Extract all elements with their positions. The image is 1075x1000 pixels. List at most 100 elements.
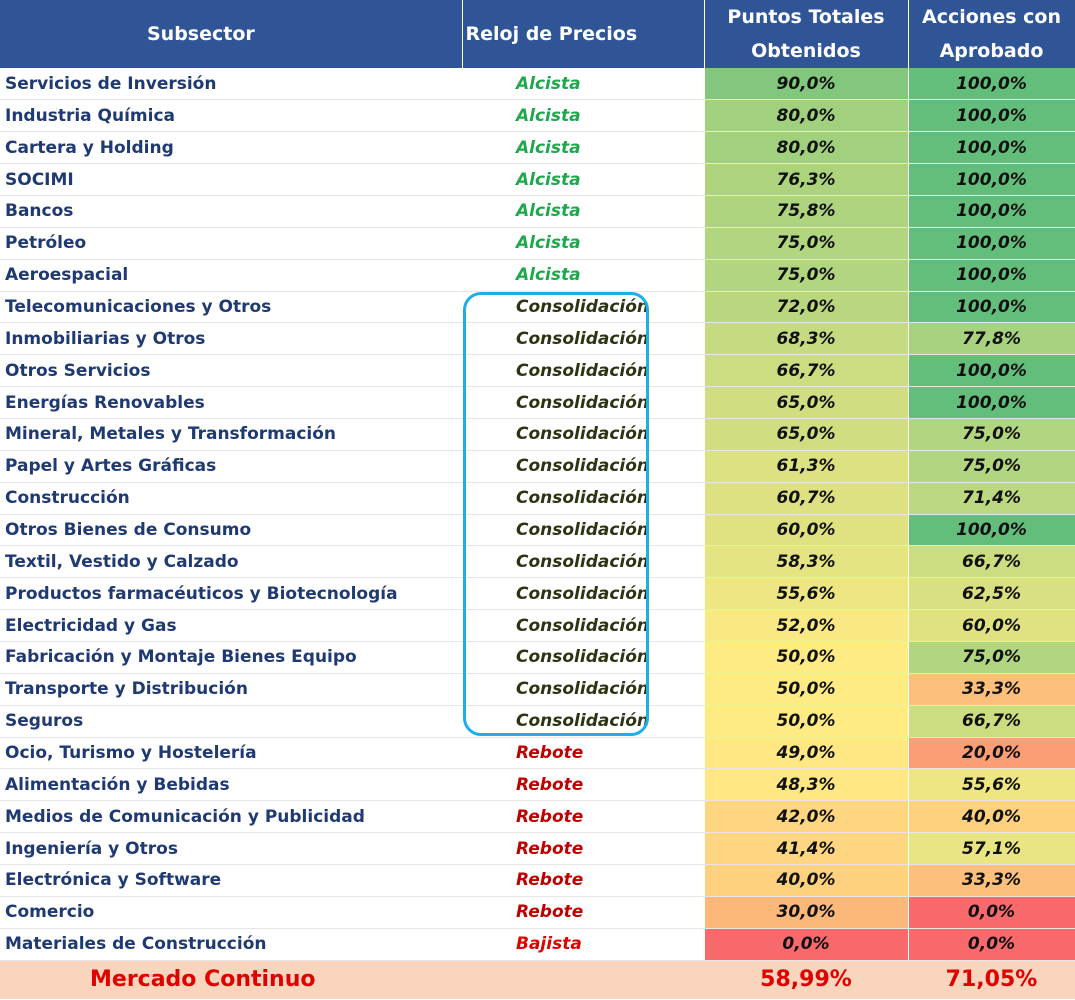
acciones-value: 100,0% bbox=[907, 354, 1075, 388]
acciones-value: 66,7% bbox=[907, 545, 1075, 579]
acciones-value: 75,0% bbox=[907, 418, 1075, 451]
table-row: Telecomunicaciones y Otros Consolidación 7… bbox=[0, 291, 1075, 324]
reloj-signal: Consolidación bbox=[462, 577, 704, 611]
puntos-value: 49,0% bbox=[703, 737, 909, 770]
reloj-signal: Consolidación bbox=[462, 386, 704, 419]
table-row: Materiales de Construcción Bajista 0,0% 0,0… bbox=[0, 928, 1075, 961]
header-acciones-aprobado: Acciones con Aprobado bbox=[908, 0, 1075, 68]
puntos-value: 65,0% bbox=[703, 418, 909, 451]
reloj-signal: Alcista bbox=[462, 99, 704, 133]
table-row: SOCIMI Alcista 76,3% 100,0% bbox=[0, 163, 1075, 196]
reloj-signal: Consolidación bbox=[462, 322, 704, 356]
table-row: Transporte y Distribución Consolidación 50… bbox=[0, 673, 1075, 706]
acciones-value: 77,8% bbox=[907, 322, 1075, 356]
reloj-signal: Rebote bbox=[462, 768, 704, 802]
subsector-name: Servicios de Inversión bbox=[0, 68, 462, 101]
subsector-name: Ingeniería y Otros bbox=[0, 832, 462, 865]
header-subsector: Subsector bbox=[0, 0, 463, 68]
subsector-name: Productos farmacéuticos y Biotecnología bbox=[0, 577, 462, 611]
reloj-signal: Consolidación bbox=[462, 609, 704, 642]
reloj-signal: Rebote bbox=[462, 896, 704, 929]
puntos-value: 66,7% bbox=[703, 354, 909, 388]
subsector-name: Papel y Artes Gráficas bbox=[0, 450, 462, 483]
reloj-signal: Rebote bbox=[462, 864, 704, 897]
reloj-signal: Consolidación bbox=[462, 450, 704, 483]
table-row: Bancos Alcista 75,8% 100,0% bbox=[0, 195, 1075, 228]
table-row: Alimentación y Bebidas Rebote 48,3% 55,6% bbox=[0, 768, 1075, 802]
subsector-name: Fabricación y Montaje Bienes Equipo bbox=[0, 641, 462, 674]
subsector-name: Seguros bbox=[0, 705, 462, 738]
table-row: Construcción Consolidación 60,7% 71,4% bbox=[0, 482, 1075, 515]
reloj-signal: Alcista bbox=[462, 259, 704, 292]
subsector-name: Energías Renovables bbox=[0, 386, 462, 419]
table-row: Energías Renovables Consolidación 65,0% 100… bbox=[0, 386, 1075, 419]
reloj-signal: Bajista bbox=[462, 928, 704, 961]
acciones-value: 100,0% bbox=[907, 291, 1075, 324]
puntos-value: 30,0% bbox=[703, 896, 909, 929]
acciones-value: 75,0% bbox=[907, 641, 1075, 674]
acciones-value: 57,1% bbox=[907, 832, 1075, 865]
puntos-value: 75,0% bbox=[703, 227, 909, 260]
table-row: Cartera y Holding Alcista 80,0% 100,0% bbox=[0, 131, 1075, 165]
subsector-name: Mineral, Metales y Transformación bbox=[0, 418, 462, 451]
table-row: Mineral, Metales y Transformación Consoli… bbox=[0, 418, 1075, 451]
subsector-name: SOCIMI bbox=[0, 163, 462, 196]
puntos-value: 55,6% bbox=[703, 577, 909, 611]
acciones-value: 100,0% bbox=[907, 386, 1075, 419]
subsector-name: Bancos bbox=[0, 195, 462, 228]
table-row: Industria Química Alcista 80,0% 100,0% bbox=[0, 99, 1075, 133]
reloj-signal: Rebote bbox=[462, 800, 704, 834]
puntos-value: 80,0% bbox=[703, 131, 909, 165]
acciones-value: 75,0% bbox=[907, 450, 1075, 483]
acciones-value: 100,0% bbox=[907, 99, 1075, 133]
acciones-value: 33,3% bbox=[907, 864, 1075, 897]
reloj-signal: Consolidación bbox=[462, 482, 704, 515]
puntos-value: 80,0% bbox=[703, 99, 909, 133]
puntos-value: 50,0% bbox=[703, 705, 909, 738]
subsector-name: Cartera y Holding bbox=[0, 131, 462, 165]
acciones-value: 100,0% bbox=[907, 227, 1075, 260]
puntos-value: 90,0% bbox=[703, 68, 909, 101]
acciones-value: 60,0% bbox=[907, 609, 1075, 642]
reloj-signal: Consolidación bbox=[462, 705, 704, 738]
table-row: Productos farmacéuticos y Biotecnología C… bbox=[0, 577, 1075, 611]
acciones-value: 0,0% bbox=[907, 928, 1075, 961]
acciones-value: 20,0% bbox=[907, 737, 1075, 770]
subsector-name: Inmobiliarias y Otros bbox=[0, 322, 462, 356]
table-row: Inmobiliarias y Otros Consolidación 68,3% 7… bbox=[0, 322, 1075, 356]
table-row: Electricidad y Gas Consolidación 52,0% 60,0… bbox=[0, 609, 1075, 642]
puntos-value: 50,0% bbox=[703, 673, 909, 706]
acciones-value: 33,3% bbox=[907, 673, 1075, 706]
puntos-value: 48,3% bbox=[703, 768, 909, 802]
reloj-signal: Alcista bbox=[462, 163, 704, 196]
table-row: Textil, Vestido y Calzado Consolidación 58… bbox=[0, 545, 1075, 579]
table-row: Seguros Consolidación 50,0% 66,7% bbox=[0, 705, 1075, 738]
header-reloj-precios: Reloj de Precios bbox=[462, 0, 705, 68]
puntos-value: 75,8% bbox=[703, 195, 909, 228]
reloj-signal: Consolidación bbox=[462, 545, 704, 579]
subsector-name: Transporte y Distribución bbox=[0, 673, 462, 706]
table-row: Otros Servicios Consolidación 66,7% 100,0% bbox=[0, 354, 1075, 388]
subsector-name: Materiales de Construcción bbox=[0, 928, 462, 961]
puntos-value: 60,0% bbox=[703, 514, 909, 547]
subsector-name: Otros Servicios bbox=[0, 354, 462, 388]
total-puntos: 58,99% bbox=[704, 959, 908, 999]
subsector-name: Ocio, Turismo y Hostelería bbox=[0, 737, 462, 770]
header-puntos-totales: Puntos Totales Obtenidos bbox=[704, 0, 909, 68]
puntos-value: 58,3% bbox=[703, 545, 909, 579]
acciones-value: 100,0% bbox=[907, 514, 1075, 547]
puntos-value: 41,4% bbox=[703, 832, 909, 865]
puntos-value: 50,0% bbox=[703, 641, 909, 674]
acciones-value: 66,7% bbox=[907, 705, 1075, 738]
puntos-value: 61,3% bbox=[703, 450, 909, 483]
puntos-value: 72,0% bbox=[703, 291, 909, 324]
reloj-signal: Consolidación bbox=[462, 673, 704, 706]
reloj-signal: Rebote bbox=[462, 832, 704, 865]
reloj-signal: Rebote bbox=[462, 737, 704, 770]
puntos-value: 0,0% bbox=[703, 928, 909, 961]
subsector-name: Petróleo bbox=[0, 227, 462, 260]
subsector-name: Telecomunicaciones y Otros bbox=[0, 291, 462, 324]
acciones-value: 100,0% bbox=[907, 131, 1075, 165]
reloj-signal: Alcista bbox=[462, 227, 704, 260]
reloj-signal: Consolidación bbox=[462, 418, 704, 451]
